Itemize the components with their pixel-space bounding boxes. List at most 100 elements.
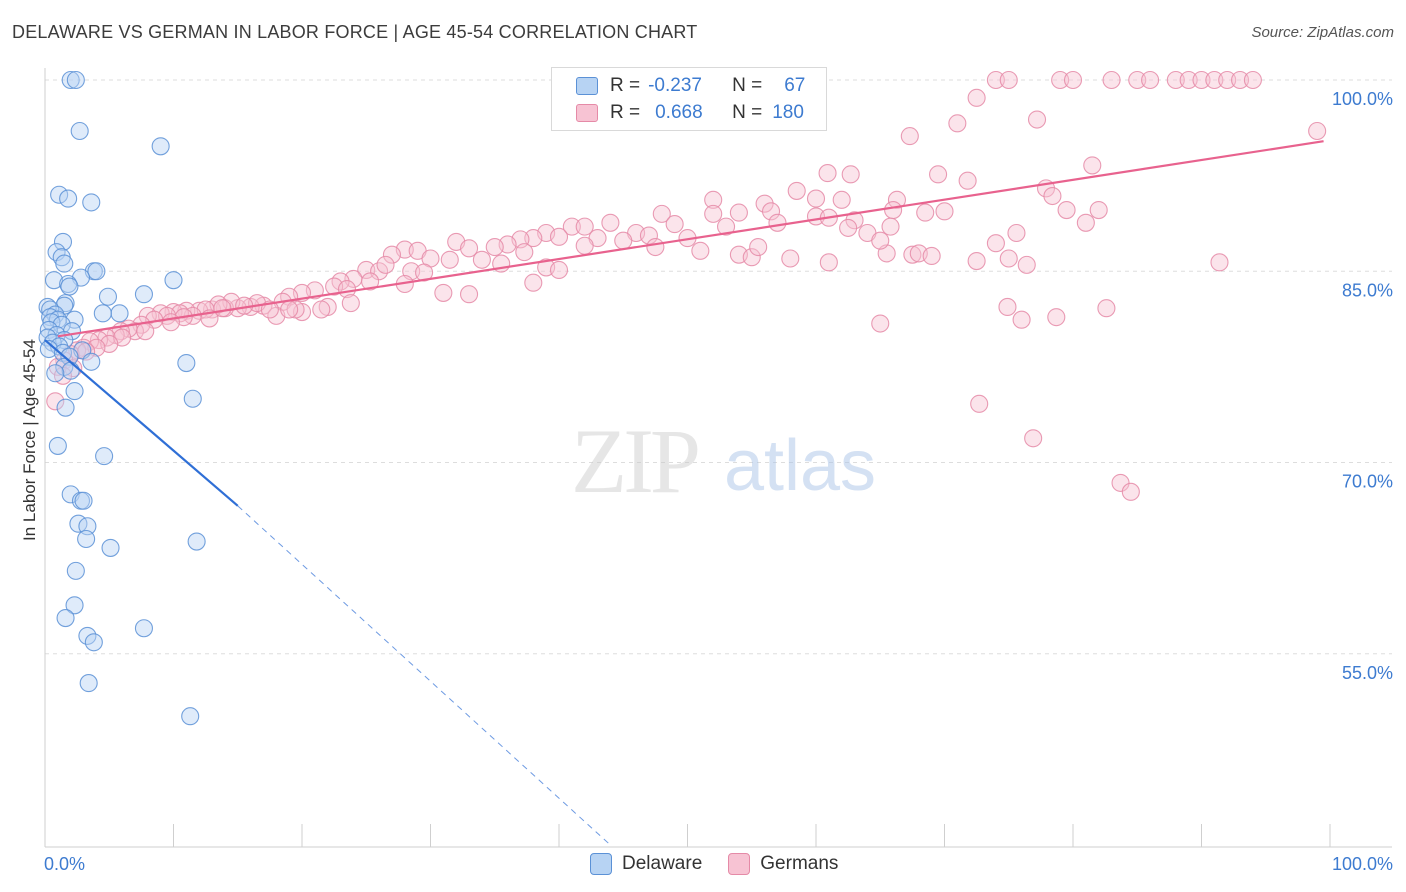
germans-point <box>832 190 851 209</box>
germans-point <box>967 251 986 271</box>
germans-point <box>1111 473 1130 492</box>
legend-n-value: 180 <box>772 102 804 123</box>
delaware-point <box>53 232 73 251</box>
germans-point <box>524 229 543 248</box>
germans-point <box>749 237 768 257</box>
germans-point <box>459 285 479 304</box>
delaware-trendline <box>44 339 239 507</box>
germans-point <box>1218 70 1237 90</box>
germans-point <box>1027 110 1047 129</box>
delaware-point <box>50 185 69 204</box>
y-tick-label: 85.0% <box>1342 280 1393 300</box>
bottom-legend-delaware: Delaware <box>590 853 702 875</box>
delaware-point <box>101 538 120 557</box>
y-tick-label: 70.0% <box>1342 472 1393 492</box>
germans-point <box>1210 253 1229 272</box>
germans-point <box>370 262 389 281</box>
germans-point <box>1308 121 1327 141</box>
germans-point <box>839 218 858 237</box>
delaware-point <box>55 254 74 273</box>
germans-point <box>818 164 837 183</box>
watermark-zip: ZIP <box>571 410 698 512</box>
delaware-swatch <box>576 77 598 95</box>
germans-point <box>998 297 1017 317</box>
delaware-points <box>38 70 206 726</box>
germans-point <box>549 260 569 280</box>
germans-point <box>459 239 479 258</box>
legend-r-label: R = <box>610 75 641 96</box>
legend-r-label: R = <box>610 102 641 123</box>
delaware-point <box>65 382 84 401</box>
legend-n-value: 67 <box>784 75 806 96</box>
germans-point <box>806 189 826 208</box>
germans-point <box>871 231 890 250</box>
watermark: ZIP atlas <box>571 410 876 512</box>
germans-point <box>575 236 594 255</box>
germans-trendline <box>57 140 1324 338</box>
axes <box>44 68 1392 848</box>
delaware-point <box>134 619 153 638</box>
germans-point <box>884 201 903 220</box>
germans-point <box>515 243 534 262</box>
delaware-point <box>48 436 67 455</box>
germans-point <box>136 322 155 341</box>
germans-point <box>999 70 1018 90</box>
legend-row-delaware: R = -0.237 N = 67 <box>576 73 805 99</box>
germans-point <box>286 300 305 319</box>
y-axis-label: In Labor Force | Age 45-54 <box>20 339 39 541</box>
germans-point <box>755 194 774 213</box>
germans-point <box>716 217 736 236</box>
legend-r-value: -0.237 <box>648 75 702 96</box>
delaware-point <box>56 608 75 628</box>
germans-point <box>341 294 360 313</box>
delaware-point <box>93 304 112 323</box>
germans-point <box>948 114 967 133</box>
germans-swatch <box>576 104 598 122</box>
legend: R = -0.237 N = 67 R = 0.668 N = 180 <box>551 67 827 131</box>
delaware-point <box>59 189 78 208</box>
germans-point <box>376 255 395 274</box>
germans-point <box>1047 308 1066 327</box>
legend-n-label: N = <box>732 75 763 96</box>
germans-point <box>1121 482 1140 501</box>
legend-n-label: N = <box>732 102 763 123</box>
germans-point <box>64 359 83 378</box>
delaware-point <box>44 271 64 290</box>
germans-point <box>614 231 633 250</box>
delaware-point <box>181 707 200 726</box>
chart-title: DELAWARE VS GERMAN IN LABOR FORCE | AGE … <box>12 22 698 42</box>
delaware-point <box>61 361 80 380</box>
bottom-legend: Delaware Germans <box>590 851 864 877</box>
germans-point <box>781 249 800 268</box>
germans-point <box>1097 299 1116 318</box>
delaware-point <box>98 287 118 306</box>
germans-point <box>935 202 954 221</box>
germans-point <box>1089 201 1108 220</box>
germans-point <box>1063 70 1083 90</box>
germans-point <box>549 227 569 246</box>
germans-point <box>881 217 900 236</box>
germans-point <box>46 392 65 411</box>
germans-point <box>958 171 977 190</box>
bottom-legend-germans: Germans <box>728 853 838 875</box>
germans-point <box>485 237 504 257</box>
germans-point <box>1024 429 1043 448</box>
germans-point <box>704 204 723 223</box>
germans-point <box>1231 70 1250 90</box>
delaware-trendline-extension <box>237 505 611 846</box>
delaware-point <box>38 297 57 317</box>
delaware-point <box>151 137 170 156</box>
delaware-point <box>66 561 85 580</box>
germans-point <box>999 249 1018 268</box>
germans-point <box>787 181 806 200</box>
germans-point <box>1128 70 1147 90</box>
delaware-point <box>60 347 79 366</box>
germans-point <box>646 237 665 257</box>
delaware-point <box>78 626 97 645</box>
germans-point <box>357 260 376 280</box>
germans-point <box>440 250 459 269</box>
germans-point <box>1083 156 1102 175</box>
germans-point <box>1141 70 1160 90</box>
germans-point <box>575 217 594 236</box>
